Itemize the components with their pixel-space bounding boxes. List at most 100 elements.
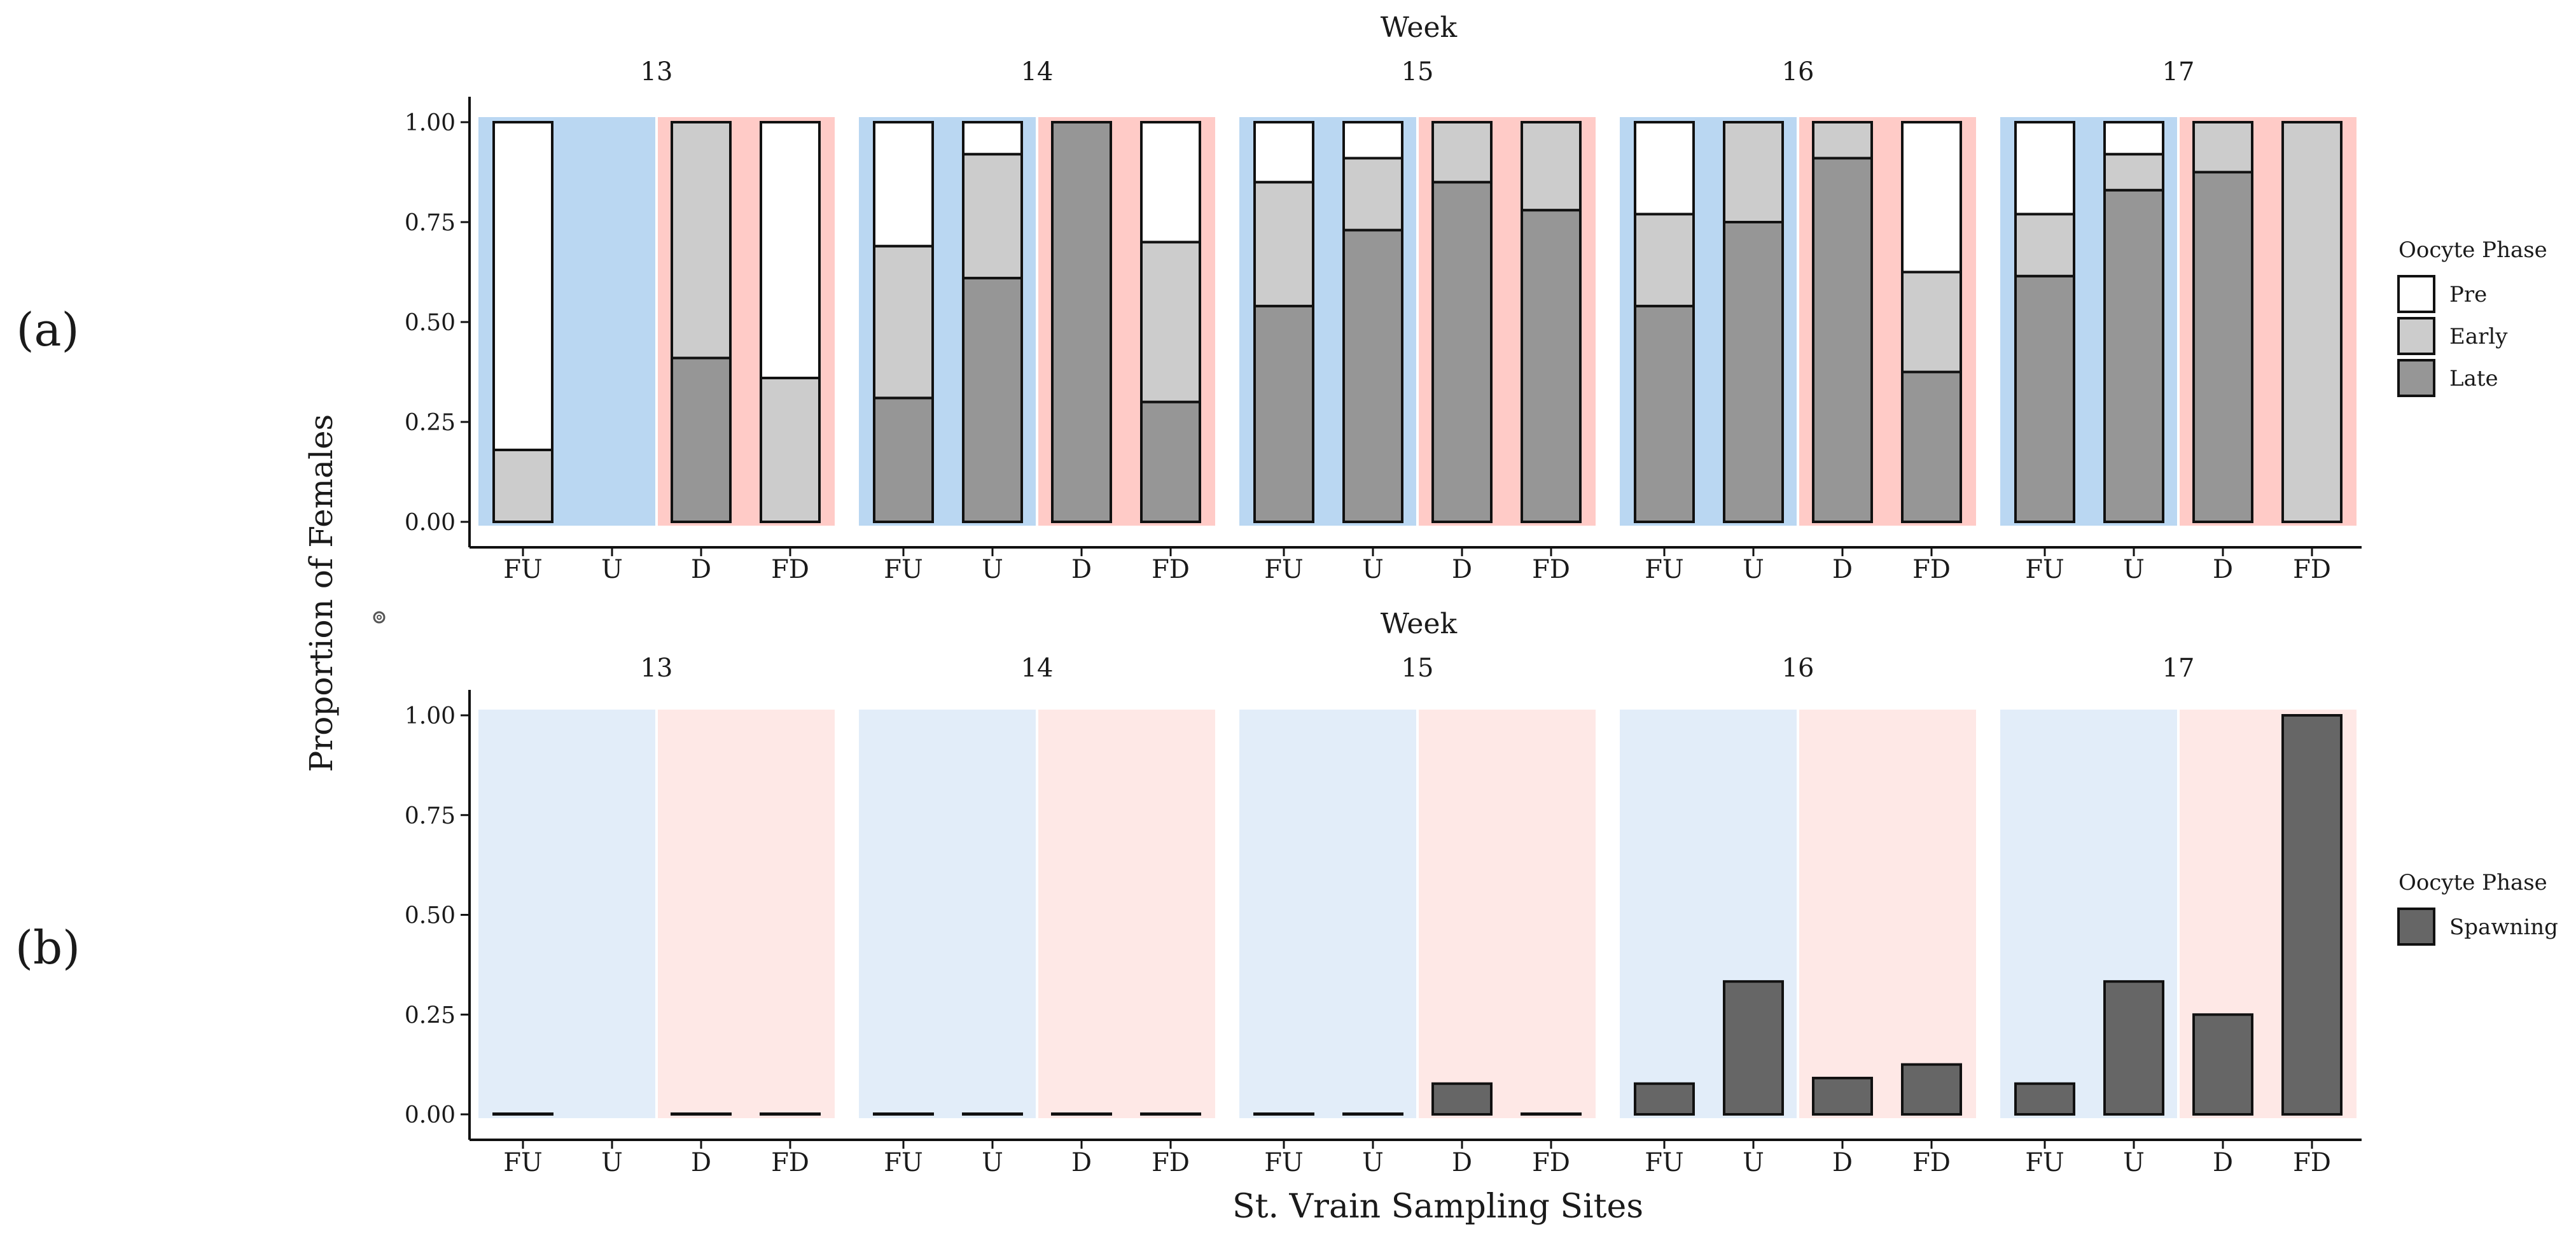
decor-ring-icon-inner <box>377 615 382 620</box>
bar-pre-week15-u <box>1342 121 1403 160</box>
bar-early-week17-u <box>2103 153 2164 192</box>
x-tick-label-u: U <box>601 1148 623 1177</box>
y-tick-label: 0.50 <box>405 310 456 336</box>
legend-key-early <box>2397 317 2435 355</box>
legend-entry-early: Early <box>2449 324 2508 349</box>
bar-spawning-week17-fd <box>2281 714 2343 1116</box>
legend-key-spawning <box>2397 908 2435 946</box>
x-tick-label-u: U <box>1362 555 1384 584</box>
decor-ring-icon <box>373 611 386 624</box>
week-label-15: 15 <box>1402 57 1434 87</box>
bar-late-week15-fd <box>1521 209 1582 523</box>
panel-b: Week 0.00 0.25 0.50 0.75 1.00 13 FU U D FD 14 FU U D FD… <box>405 608 2362 1177</box>
x-tick-label-u: U <box>982 555 1003 584</box>
bar-early-week16-d <box>1812 121 1873 160</box>
facet-title-week: Week <box>1381 11 1458 44</box>
y-tick-label: 0.50 <box>405 903 456 929</box>
bar-late-week15-u <box>1342 228 1403 523</box>
x-tick-label-u: U <box>1743 555 1764 584</box>
x-tick-label-fu: FU <box>1264 555 1303 584</box>
x-tick-label-fd: FD <box>771 1148 809 1177</box>
x-tick-label-fu: FU <box>884 1148 922 1177</box>
week-label-14: 14 <box>1021 57 1054 87</box>
bar-early-week15-d <box>1431 121 1493 184</box>
x-tick-label-d: D <box>1452 555 1472 584</box>
legend-b: Oocyte Phase Spawning <box>2397 870 2558 946</box>
upstream-background <box>478 710 655 1118</box>
bar-pre-week16-fu <box>1634 121 1695 216</box>
x-tick-label-d: D <box>2213 1148 2233 1177</box>
panel-a: Week 0.00 0.25 0.50 0.75 1.00 13 FU U D FD 14 FU U D FD… <box>405 11 2362 584</box>
bar-late-week13-d <box>671 356 732 524</box>
y-tick-label: 1.00 <box>405 703 456 729</box>
bar-late-week15-fu <box>1253 304 1314 523</box>
bar-early-week17-fd <box>2281 121 2343 523</box>
bar-early-week13-fu <box>492 448 553 524</box>
week-label-13: 13 <box>641 654 673 683</box>
y-axis-label: Proportion of Females <box>303 414 340 772</box>
legend-entry-pre: Pre <box>2449 282 2487 307</box>
x-tick-label-u: U <box>601 555 623 584</box>
x-tick-label-d: D <box>1832 555 1853 584</box>
x-tick-label-fu: FU <box>1645 555 1683 584</box>
x-tick-label-fd: FD <box>771 555 809 584</box>
x-tick-label-fu: FU <box>1264 1148 1303 1177</box>
bar-early-week15-fu <box>1253 181 1314 307</box>
bar-late-week14-u <box>962 276 1023 523</box>
x-tick-label-fu: FU <box>884 555 922 584</box>
bar-spawning-week17-u <box>2103 980 2164 1116</box>
legend-a: Oocyte Phase Pre Early Late <box>2397 237 2547 397</box>
y-tick-label: 0.75 <box>405 210 456 236</box>
x-tick-label-fd: FD <box>2293 1148 2331 1177</box>
panel-a-label: (a) <box>16 303 79 356</box>
x-tick-label-fu: FU <box>503 555 542 584</box>
bar-spawning-week16-fu <box>1634 1082 1695 1116</box>
week-label-13: 13 <box>641 57 673 87</box>
bar-late-week15-d <box>1431 181 1493 523</box>
bar-pre-week13-fu <box>492 121 553 451</box>
x-tick-label-d: D <box>2213 555 2233 584</box>
panel-b-label: (b) <box>15 921 80 974</box>
legend-key-late <box>2397 359 2435 397</box>
bar-late-week17-d <box>2192 171 2253 523</box>
x-tick-label-fd: FD <box>1152 555 1190 584</box>
x-tick-label-u: U <box>982 1148 1003 1177</box>
legend-title: Oocyte Phase <box>2398 870 2547 895</box>
y-tick-label: 1.00 <box>405 110 456 136</box>
x-tick-label-u: U <box>1362 1148 1384 1177</box>
x-tick-label-fd: FD <box>1912 1148 1951 1177</box>
downstream-background <box>658 710 835 1118</box>
y-tick-label: 0.25 <box>405 410 456 436</box>
upstream-background <box>859 710 1036 1118</box>
x-tick-label-fd: FD <box>1532 555 1570 584</box>
x-tick-label-fd: FD <box>2293 555 2331 584</box>
x-tick-label-fd: FD <box>1152 1148 1190 1177</box>
bar-pre-week15-fu <box>1253 121 1314 184</box>
y-tick-label: 0.75 <box>405 803 456 829</box>
bar-pre-week16-fd <box>1901 121 1962 274</box>
x-tick-label-d: D <box>691 555 711 584</box>
bar-early-week15-u <box>1342 157 1403 232</box>
x-tick-label-u: U <box>1743 1148 1764 1177</box>
bar-spawning-week16-u <box>1723 980 1784 1116</box>
bar-pre-week14-fd <box>1140 121 1201 244</box>
downstream-background <box>1419 710 1596 1118</box>
x-tick-label-fd: FD <box>1532 1148 1570 1177</box>
x-tick-label-u: U <box>2123 555 2145 584</box>
y-tick-label: 0.25 <box>405 1002 456 1028</box>
bar-early-week13-d <box>671 121 732 360</box>
legend-entry-spawning: Spawning <box>2449 915 2558 940</box>
x-tick-label-d: D <box>1071 555 1092 584</box>
bar-late-week14-d <box>1051 121 1112 523</box>
x-tick-label-fu: FU <box>2025 1148 2064 1177</box>
bar-pre-week14-fu <box>873 121 934 248</box>
upstream-background <box>1239 710 1416 1118</box>
x-tick-label-d: D <box>1452 1148 1472 1177</box>
bar-early-week14-fd <box>1140 241 1201 403</box>
bar-early-week14-u <box>962 153 1023 279</box>
x-tick-label-fu: FU <box>1645 1148 1683 1177</box>
bar-early-week13-fd <box>760 376 821 523</box>
x-tick-label-fu: FU <box>2025 555 2064 584</box>
bar-early-week16-fd <box>1901 270 1962 374</box>
bar-late-week16-fu <box>1634 304 1695 523</box>
